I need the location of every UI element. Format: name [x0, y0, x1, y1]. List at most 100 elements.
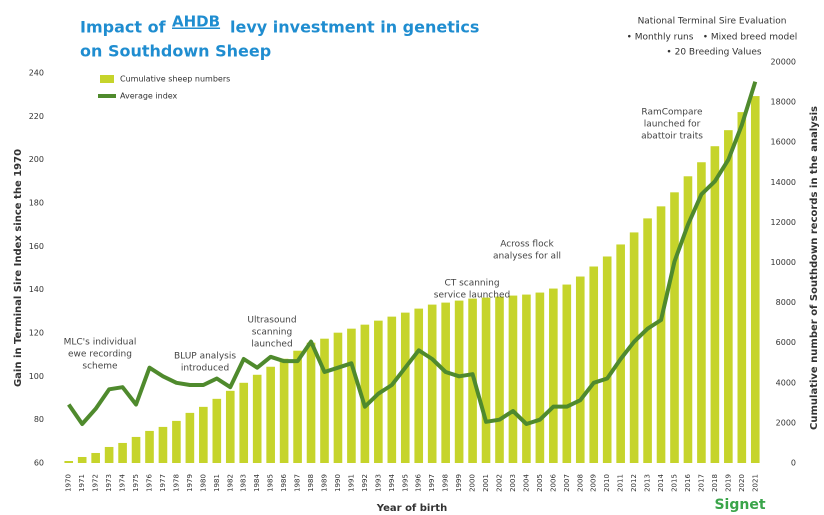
x-tick-label: 1988 — [307, 474, 315, 492]
x-tick-label: 1985 — [267, 474, 275, 492]
x-tick-label: 2014 — [657, 474, 665, 492]
annotation: launched — [251, 340, 292, 350]
y2-tick-label: 14000 — [771, 178, 796, 187]
y-axis-label: Gain in Terminal Sire Index since the 19… — [13, 149, 24, 387]
bar — [239, 382, 249, 463]
y2-tick-label: 18000 — [771, 98, 796, 107]
bar — [400, 312, 410, 463]
y2-tick-label: 16000 — [771, 138, 796, 147]
x-tick-label: 1996 — [415, 474, 423, 492]
bar — [306, 342, 316, 463]
x-tick-label: 1983 — [240, 474, 248, 492]
x-axis-label: Year of birth — [376, 503, 447, 514]
bar — [737, 112, 747, 463]
annotation: RamCompare — [641, 108, 703, 118]
bar — [481, 297, 491, 463]
x-tick-label: 2020 — [738, 474, 746, 492]
title: on Southdown Sheep — [80, 42, 271, 61]
bar — [279, 358, 289, 463]
evaluation-bullet: • Mixed breed model — [703, 33, 797, 43]
annotation: introduced — [181, 364, 229, 374]
x-tick-label: 2004 — [522, 474, 530, 492]
bar — [158, 426, 168, 463]
x-tick-label: 2001 — [482, 474, 490, 492]
y-tick-label: 160 — [29, 242, 44, 251]
annotation: BLUP analysis — [174, 352, 236, 362]
bar — [172, 420, 181, 463]
x-tick-label: 2018 — [711, 474, 719, 492]
bar — [508, 295, 518, 463]
legend-label: Average index — [120, 92, 178, 101]
bar — [212, 398, 222, 463]
x-tick-label: 2015 — [671, 474, 679, 492]
annotation: scanning — [252, 328, 292, 338]
x-tick-label: 1989 — [321, 474, 329, 492]
x-tick-label: 1979 — [186, 474, 194, 492]
x-tick-label: 2013 — [644, 474, 652, 492]
x-tick-label: 2003 — [509, 474, 517, 492]
y2-axis-label: Cumulative number of Southdown records i… — [809, 106, 820, 430]
x-tick-label: 1980 — [199, 474, 207, 492]
annotation: ewe recording — [68, 350, 132, 360]
x-tick-label: 1990 — [334, 474, 342, 492]
y2-tick-label: 6000 — [776, 338, 796, 347]
legend-label: Cumulative sheep numbers — [120, 75, 230, 84]
evaluation-bullet: • 20 Breeding Values — [666, 48, 761, 58]
x-tick-label: 2009 — [590, 474, 598, 492]
y-tick-label: 60 — [34, 459, 44, 468]
bar — [724, 130, 733, 464]
evaluation-title: National Terminal Sire Evaluation — [638, 17, 787, 27]
bar — [131, 436, 141, 463]
bar — [575, 276, 585, 463]
x-tick-label: 1972 — [92, 474, 100, 492]
y2-tick-label: 20000 — [771, 58, 796, 67]
x-tick-label: 2011 — [617, 474, 625, 492]
x-tick-label: 1987 — [294, 474, 302, 492]
annotation: Ultrasound — [247, 316, 296, 326]
x-tick-label: 2000 — [469, 474, 477, 492]
bar — [643, 218, 652, 463]
y2-tick-label: 8000 — [776, 298, 796, 307]
x-tick-label: 2017 — [697, 474, 705, 492]
y2-tick-label: 0 — [791, 459, 796, 468]
bar — [549, 288, 558, 463]
x-tick-label: 1997 — [428, 474, 436, 492]
x-tick-label: 2012 — [630, 474, 638, 492]
y2-tick-label: 12000 — [771, 218, 796, 227]
x-tick-label: 1992 — [361, 474, 369, 492]
bar — [347, 328, 356, 463]
annotation: service launched — [434, 291, 510, 301]
x-tick-label: 1975 — [132, 474, 140, 492]
bar — [670, 192, 679, 463]
x-tick-label: 1973 — [105, 474, 113, 492]
x-tick-label: 1991 — [347, 474, 355, 492]
bar — [320, 338, 329, 463]
evaluation-bullet: • Monthly runs — [627, 33, 694, 43]
x-tick-label: 1999 — [455, 474, 463, 492]
x-tick-label: 2006 — [549, 474, 557, 492]
title: Impact of — [80, 18, 167, 37]
x-tick-label: 1995 — [401, 474, 409, 492]
y2-tick-label: 2000 — [776, 418, 796, 427]
bar — [360, 324, 370, 463]
annotation: Across flock — [500, 240, 554, 250]
bar — [145, 430, 154, 463]
y-tick-label: 120 — [29, 329, 44, 338]
bar — [710, 146, 720, 463]
bar — [387, 316, 397, 463]
bar — [454, 300, 464, 463]
x-tick-label: 1977 — [159, 474, 167, 492]
x-tick-label: 1998 — [442, 474, 450, 492]
x-tick-label: 1974 — [119, 474, 127, 492]
bar — [77, 456, 87, 463]
bar — [64, 460, 74, 463]
bar — [750, 96, 760, 464]
bar — [414, 308, 424, 463]
bar — [656, 206, 666, 464]
bar — [535, 292, 545, 463]
legend-swatch — [100, 75, 114, 83]
bar — [91, 452, 100, 463]
x-tick-label: 1970 — [65, 474, 73, 492]
bar — [427, 304, 437, 463]
